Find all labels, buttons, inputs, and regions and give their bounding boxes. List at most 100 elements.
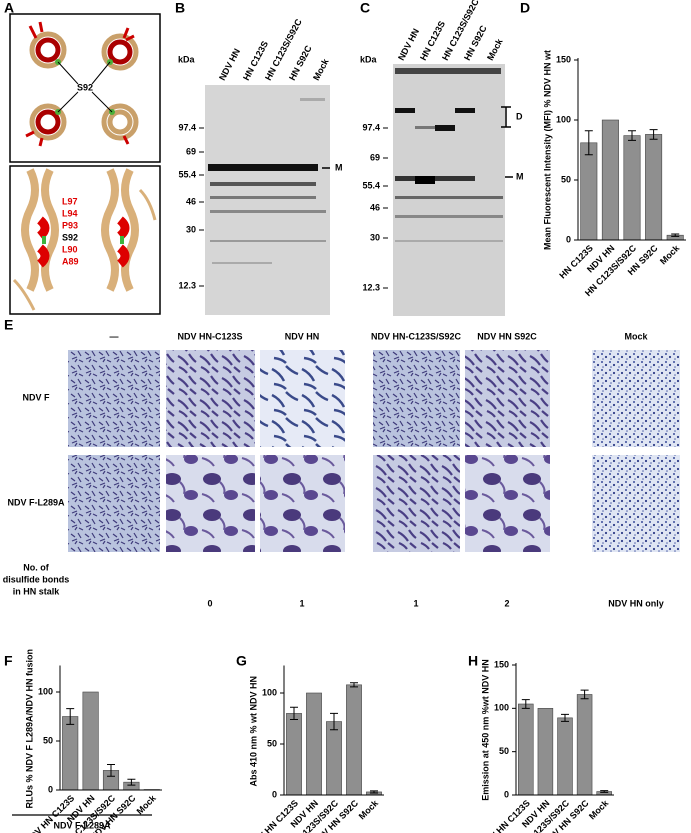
bar — [346, 684, 362, 796]
residue-label: S92 — [62, 232, 78, 242]
lane-label: HN S92C — [287, 43, 314, 82]
error-bar — [66, 708, 75, 725]
residue-label: P93 — [62, 220, 78, 230]
footer-label: in HN stalk — [13, 586, 61, 596]
marker-label: 69 — [370, 152, 380, 162]
panel-label: H — [468, 653, 478, 669]
mock-note: NDV HN only — [608, 598, 664, 608]
y-tick-label: 0 — [272, 789, 277, 799]
error-bar — [107, 764, 115, 777]
y-tick-label: 100 — [38, 686, 53, 696]
bar — [306, 692, 322, 796]
error-bar — [600, 790, 609, 793]
x-tick-label: Mock — [357, 797, 381, 821]
y-axis-label: Emission at 450 nm %wt NDV HN — [480, 659, 490, 801]
error-bar — [628, 130, 636, 141]
y-tick-label: 100 — [556, 114, 571, 124]
y-axis-label: Abs 410 nm % wt NDV HN — [248, 676, 258, 787]
error-bar — [584, 130, 593, 156]
residue-label: L94 — [62, 208, 78, 218]
error-bar — [370, 790, 378, 794]
unit-label: kDa — [178, 54, 196, 64]
marker-label: 97.4 — [178, 122, 196, 132]
panel-label: A — [4, 0, 14, 16]
panel-label: B — [175, 0, 185, 16]
y-tick-label: 50 — [267, 738, 277, 748]
column-header: NDV HN — [285, 331, 320, 341]
bond-count: 2 — [504, 598, 509, 608]
bar — [537, 708, 554, 796]
marker-label: 46 — [186, 196, 196, 206]
y-tick-label: 100 — [494, 703, 509, 713]
column-header: — — [110, 331, 119, 341]
axes — [577, 58, 686, 241]
residue-label: L90 — [62, 244, 78, 254]
error-bar — [521, 699, 530, 709]
y-tick-label: 0 — [504, 789, 509, 799]
marker-label: 12.3 — [178, 280, 196, 290]
bar — [82, 691, 99, 791]
gel-c — [393, 64, 505, 316]
row-label: NDV F-L289A — [7, 497, 65, 507]
structure-top — [9, 13, 161, 163]
marker-label: 55.4 — [178, 169, 196, 179]
error-bar — [580, 689, 589, 700]
structure-bottom — [9, 165, 161, 315]
residue-label: L97 — [62, 196, 78, 206]
marker-label: 30 — [370, 232, 380, 242]
y-tick-label: 100 — [262, 687, 277, 697]
axes — [59, 665, 162, 791]
error-bar — [127, 778, 136, 786]
y-tick-label: 50 — [561, 174, 571, 184]
error-bar — [290, 706, 298, 721]
bond-count: 1 — [299, 598, 304, 608]
y-tick-label: 150 — [494, 659, 509, 669]
y-tick-label: 50 — [499, 746, 509, 756]
y-tick-label: 0 — [566, 234, 571, 244]
bond-count: 0 — [207, 598, 212, 608]
error-bar — [561, 713, 569, 722]
gel-b — [205, 85, 330, 315]
x-tick-label: HN C123S — [557, 243, 594, 280]
group-label: NDV F-L289A — [53, 820, 111, 830]
error-bar — [350, 682, 358, 688]
row-label: NDV F — [23, 392, 51, 402]
x-tick-label: Mock — [135, 792, 159, 816]
panel-label: C — [360, 0, 370, 16]
bar — [326, 721, 342, 796]
x-tick-label: NDV HN C123S — [247, 798, 300, 833]
marker-label: 30 — [186, 224, 196, 234]
band-label: D — [516, 111, 523, 121]
panel-label: G — [236, 653, 247, 669]
error-bar — [330, 712, 338, 731]
y-tick-label: 150 — [556, 54, 571, 64]
residue-label: S92 — [77, 82, 93, 92]
marker-label: 97.4 — [362, 122, 380, 132]
residue-label: A89 — [62, 256, 79, 266]
marker-label: 55.4 — [362, 180, 380, 190]
bar — [518, 703, 534, 796]
bar — [286, 713, 302, 796]
footer-label: disulfide bonds — [3, 574, 70, 584]
bar — [580, 142, 598, 241]
axes — [515, 663, 614, 796]
band-label: M — [335, 162, 343, 172]
footer-label: No. of — [23, 562, 49, 572]
panel-label: E — [4, 317, 13, 333]
bar — [557, 717, 573, 796]
y-tick-label: 50 — [43, 735, 53, 745]
lane-label: Mock — [485, 36, 505, 62]
column-header: Mock — [624, 331, 648, 341]
bond-count: 1 — [413, 598, 418, 608]
bar — [623, 135, 641, 241]
error-bar — [671, 233, 680, 237]
micrographs — [68, 350, 680, 552]
lane-label: NDV HN — [217, 47, 242, 82]
panel-label: F — [4, 653, 13, 669]
column-header: NDV HN-C123S/S92C — [371, 331, 462, 341]
y-axis-label: RLUs % NDV F L289A/NDV HN fusion — [24, 649, 34, 809]
y-tick-label: 0 — [48, 784, 53, 794]
error-bar — [649, 129, 658, 140]
unit-label: kDa — [360, 54, 378, 64]
